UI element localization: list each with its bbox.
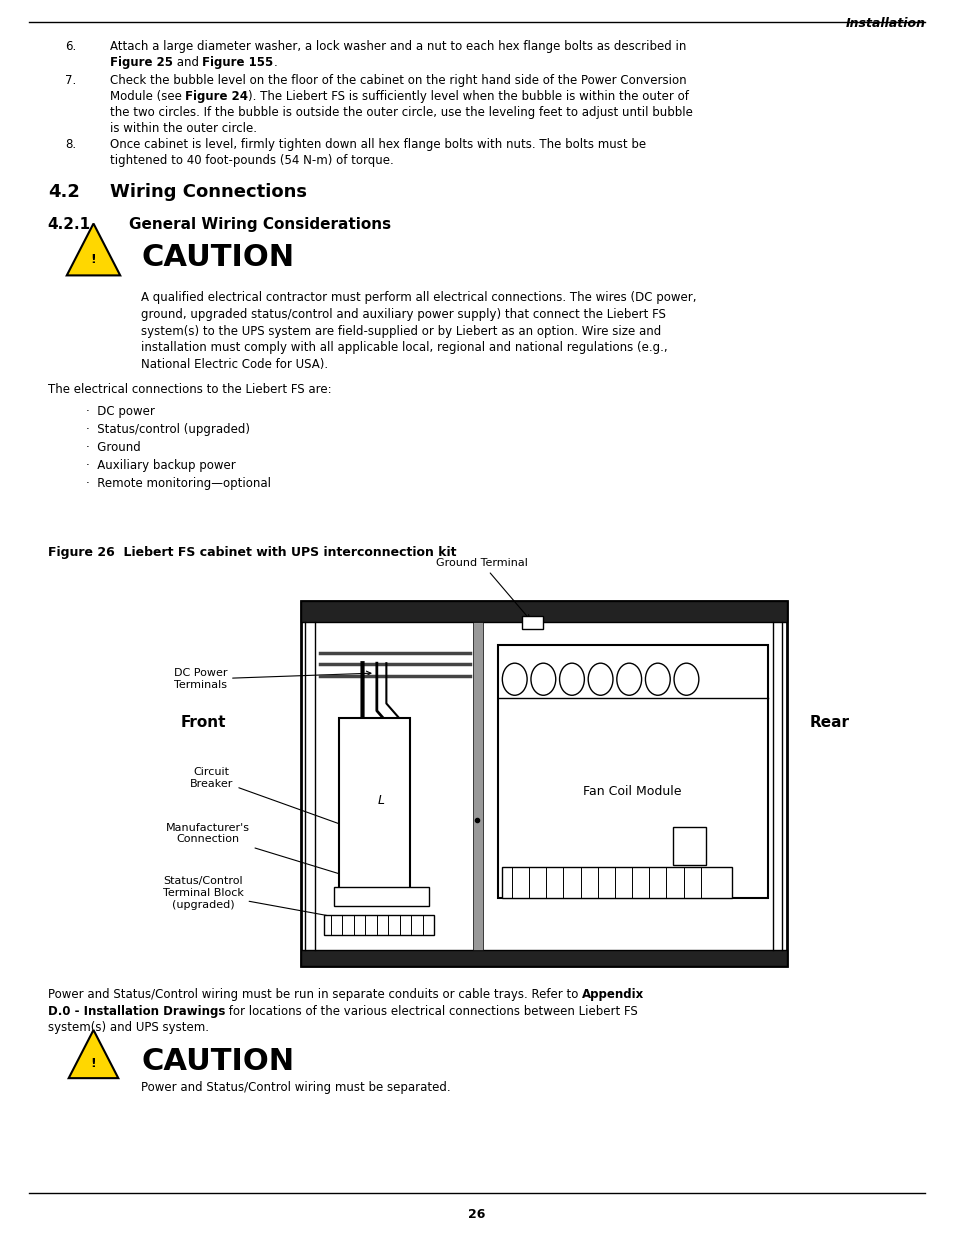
Text: 7.: 7. xyxy=(65,74,76,88)
Bar xyxy=(324,915,434,935)
Text: 4.2: 4.2 xyxy=(48,183,79,201)
Text: National Electric Code for USA).: National Electric Code for USA). xyxy=(141,358,328,372)
Text: !: ! xyxy=(91,1057,96,1071)
Text: installation must comply with all applicable local, regional and national regula: installation must comply with all applic… xyxy=(141,341,667,354)
Text: Front: Front xyxy=(180,715,226,730)
Text: ·  Auxiliary backup power: · Auxiliary backup power xyxy=(86,458,235,472)
Text: General Wiring Considerations: General Wiring Considerations xyxy=(129,217,391,232)
Text: Figure 24: Figure 24 xyxy=(185,90,248,104)
Text: Check the bubble level on the floor of the cabinet on the right hand side of the: Check the bubble level on the floor of t… xyxy=(110,74,685,88)
Text: ·  Remote monitoring—optional: · Remote monitoring—optional xyxy=(86,477,271,490)
Text: DC Power
Terminals: DC Power Terminals xyxy=(173,668,371,690)
Text: ·  DC power: · DC power xyxy=(86,405,154,419)
Text: L: L xyxy=(377,794,385,806)
Text: CAUTION: CAUTION xyxy=(141,243,294,272)
Text: Figure 26  Liebert FS cabinet with UPS interconnection kit: Figure 26 Liebert FS cabinet with UPS in… xyxy=(48,546,456,559)
Text: Appendix: Appendix xyxy=(581,988,643,1002)
Text: the two circles. If the bubble is outside the outer circle, use the leveling fee: the two circles. If the bubble is outsid… xyxy=(110,106,692,120)
Text: for locations of the various electrical connections between Liebert FS: for locations of the various electrical … xyxy=(225,1005,638,1018)
Bar xyxy=(300,601,786,966)
Text: 4.2.1: 4.2.1 xyxy=(48,217,91,232)
Text: Manufacturer's
Connection: Manufacturer's Connection xyxy=(166,823,377,887)
Text: Ground Terminal: Ground Terminal xyxy=(436,558,529,620)
Text: Once cabinet is level, firmly tighten down all hex flange bolts with nuts. The b: Once cabinet is level, firmly tighten do… xyxy=(110,138,645,152)
Polygon shape xyxy=(67,224,120,275)
Text: Figure 155: Figure 155 xyxy=(202,56,274,69)
Bar xyxy=(300,950,786,966)
Text: .: . xyxy=(274,56,277,69)
Text: Rear: Rear xyxy=(809,715,849,730)
Text: is within the outer circle.: is within the outer circle. xyxy=(110,122,256,136)
Text: A qualified electrical contractor must perform all electrical connections. The w: A qualified electrical contractor must p… xyxy=(141,291,696,305)
Text: Figure 25: Figure 25 xyxy=(110,56,172,69)
Circle shape xyxy=(502,663,527,695)
Bar xyxy=(673,827,706,864)
Circle shape xyxy=(531,663,556,695)
Text: Power and Status/Control wiring must be separated.: Power and Status/Control wiring must be … xyxy=(141,1081,451,1094)
Text: system(s) and UPS system.: system(s) and UPS system. xyxy=(48,1021,209,1035)
Bar xyxy=(502,867,731,898)
Bar xyxy=(334,887,429,906)
Text: and: and xyxy=(172,56,202,69)
Text: tightened to 40 foot-pounds (54 N-m) of torque.: tightened to 40 foot-pounds (54 N-m) of … xyxy=(110,154,393,168)
Bar xyxy=(473,622,482,950)
Circle shape xyxy=(559,663,584,695)
Bar xyxy=(521,616,542,629)
Text: 8.: 8. xyxy=(65,138,76,152)
Text: ground, upgraded status/control and auxiliary power supply) that connect the Lie: ground, upgraded status/control and auxi… xyxy=(141,308,665,321)
Text: ·  Ground: · Ground xyxy=(86,441,140,454)
Text: Wiring Connections: Wiring Connections xyxy=(110,183,306,201)
Text: 6.: 6. xyxy=(65,40,76,53)
Text: Circuit
Breaker: Circuit Breaker xyxy=(190,767,371,836)
Text: Power and Status/Control wiring must be run in separate conduits or cable trays.: Power and Status/Control wiring must be … xyxy=(48,988,581,1002)
Circle shape xyxy=(588,663,613,695)
Text: !: ! xyxy=(91,253,96,267)
Text: system(s) to the UPS system are field-supplied or by Liebert as an option. Wire : system(s) to the UPS system are field-su… xyxy=(141,325,660,338)
Bar xyxy=(338,718,410,900)
Bar xyxy=(497,645,767,898)
Text: Module (see: Module (see xyxy=(110,90,185,104)
Text: 26: 26 xyxy=(468,1208,485,1221)
Text: Status/Control
Terminal Block
(upgraded): Status/Control Terminal Block (upgraded) xyxy=(163,877,375,926)
Circle shape xyxy=(674,663,699,695)
Text: CAUTION: CAUTION xyxy=(141,1047,294,1076)
Text: ). The Liebert FS is sufficiently level when the bubble is within the outer of: ). The Liebert FS is sufficiently level … xyxy=(248,90,688,104)
Text: Attach a large diameter washer, a lock washer and a nut to each hex flange bolts: Attach a large diameter washer, a lock w… xyxy=(110,40,685,53)
Circle shape xyxy=(617,663,641,695)
Bar xyxy=(300,601,786,622)
Text: ·  Status/control (upgraded): · Status/control (upgraded) xyxy=(86,422,250,436)
Circle shape xyxy=(645,663,670,695)
Text: D.0 - Installation Drawings: D.0 - Installation Drawings xyxy=(48,1005,225,1018)
Text: Fan Coil Module: Fan Coil Module xyxy=(582,785,681,798)
Text: The electrical connections to the Liebert FS are:: The electrical connections to the Lieber… xyxy=(48,383,331,396)
Polygon shape xyxy=(69,1030,118,1078)
Text: Installation: Installation xyxy=(844,17,924,31)
